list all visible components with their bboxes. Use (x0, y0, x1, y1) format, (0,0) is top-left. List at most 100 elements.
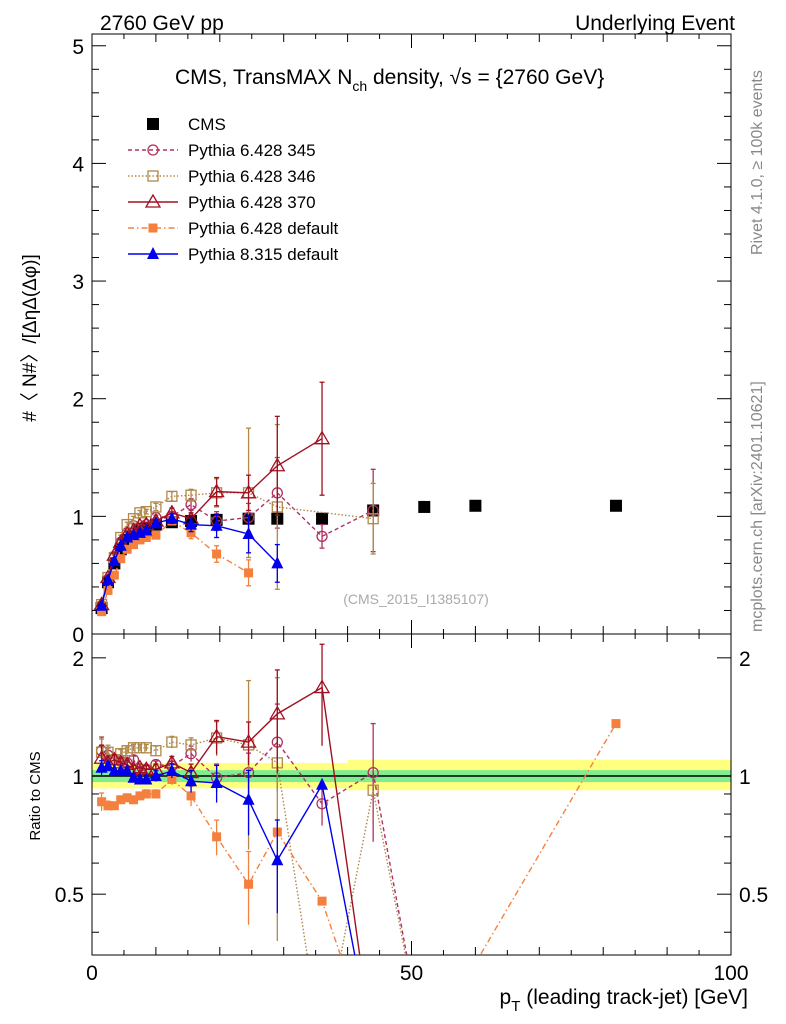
legend-item-pythia-6-428-346: Pythia 6.428 346 (128, 167, 316, 186)
data-point (418, 500, 431, 513)
rivet-label: Rivet 4.1.0, ≥ 100k events (749, 70, 766, 255)
x-axis-label: pT (leading track-jet) [GeV] (500, 986, 748, 1015)
ratio-point (135, 791, 145, 801)
mcplots-label: mcplots.cern.ch [arXiv:2401.10621] (749, 381, 766, 632)
ratio-point (149, 769, 162, 782)
ratio-point (244, 879, 254, 889)
legend-marker (147, 170, 159, 182)
ratio-y-tick-label-right: 1 (739, 766, 751, 789)
ratio-y-axis-label: Ratio to CMS (27, 751, 44, 840)
ratio-y-tick-label: 0.5 (55, 884, 84, 907)
ratio-y-tick-label: 1 (72, 766, 84, 789)
ratio-point (316, 798, 328, 810)
data-point (210, 518, 223, 531)
x-tick-label: 50 (400, 962, 423, 985)
legend-item-pythia-6-428-default: Pythia 6.428 default (128, 219, 339, 238)
legend-label: Pythia 6.428 345 (188, 141, 316, 160)
data-point (609, 499, 622, 512)
ratio-point (240, 733, 257, 748)
legend-label: Pythia 6.428 default (188, 219, 339, 238)
data-point (469, 499, 482, 512)
ratio-point (141, 789, 151, 799)
ratio-y-tick-label-right: 0.5 (739, 884, 768, 907)
data-point (140, 523, 153, 536)
data-point (114, 538, 127, 551)
data-point (166, 490, 178, 503)
legend: CMS Pythia 6.428 345 Pythia 6.428 346 Pythi… (128, 115, 339, 264)
ratio-point (208, 728, 225, 743)
data-point (103, 585, 113, 595)
series-line (100, 491, 374, 606)
watermark: (CMS_2015_I1385107) (343, 591, 489, 607)
legend-marker (147, 118, 159, 130)
header-right: Underlying Event (575, 12, 735, 35)
ratio-point (167, 774, 177, 784)
data-point (95, 598, 108, 611)
ratio-point (212, 832, 222, 842)
ratio-point (129, 795, 139, 805)
legend-item-cms: CMS (147, 115, 226, 134)
ratio-y-tick-label-right: 2 (739, 648, 751, 671)
data-point (316, 512, 329, 525)
x-tick-label: 0 (86, 962, 98, 985)
header-left: 2760 GeV pp (100, 12, 224, 35)
data-point (129, 540, 139, 550)
ratio-line (101, 686, 361, 955)
legend-label: Pythia 6.428 346 (188, 167, 316, 186)
ratio-point (271, 853, 284, 866)
ratio-point (242, 792, 255, 805)
ratio-uncertainty-band (92, 759, 731, 791)
data-point (116, 554, 126, 564)
series-pythia-6-428-default (97, 516, 254, 617)
ratio-series-pythia-6-428-370 (93, 643, 361, 955)
ratio-point (121, 763, 134, 776)
ratio-point (186, 791, 196, 801)
data-point (151, 530, 161, 540)
y-tick-label: 2 (72, 389, 84, 412)
legend-label: Pythia 8.315 default (188, 245, 339, 264)
legend-marker (147, 144, 159, 156)
legend-marker (144, 193, 162, 208)
ratio-y-tick-label: 2 (72, 648, 84, 671)
ratio-point (134, 742, 146, 754)
data-point (208, 483, 225, 498)
data-point (212, 549, 222, 559)
data-point (141, 533, 151, 543)
ratio-line (101, 765, 356, 955)
legend-label: CMS (188, 115, 226, 134)
data-point (316, 530, 328, 543)
legend-marker (148, 223, 158, 233)
data-point (313, 430, 331, 445)
ratio-point (109, 801, 119, 811)
ratio-point (151, 789, 161, 799)
data-point (185, 489, 197, 501)
series-layer (93, 381, 622, 955)
ratio-series-pythia-8-315-default (95, 759, 356, 955)
data-point (185, 517, 198, 530)
ratio-point (210, 775, 223, 788)
y-tick-label: 1 (72, 506, 84, 529)
data-point (186, 528, 196, 538)
data-point (244, 568, 254, 578)
ratio-point (185, 739, 197, 751)
ratio-line (101, 723, 617, 955)
legend-item-pythia-6-428-345: Pythia 6.428 345 (128, 141, 316, 160)
data-point (242, 527, 255, 539)
data-point (108, 554, 121, 567)
data-point (135, 535, 145, 545)
y-tick-label: 5 (72, 36, 84, 59)
y-tick-label: 0 (72, 624, 84, 647)
legend-item-pythia-6-428-370: Pythia 6.428 370 (128, 193, 316, 212)
ratio-point (101, 759, 114, 772)
y-tick-label: 4 (72, 153, 84, 176)
ratio-point (611, 719, 621, 729)
y-tick-label: 3 (72, 271, 84, 294)
data-point (165, 511, 178, 524)
ratio-point (103, 801, 113, 811)
data-point (101, 572, 114, 585)
ratio-point (150, 745, 162, 757)
chart-title: CMS, TransMAX Nch density, √s = {2760 Ge… (175, 66, 604, 94)
ratio-point (185, 774, 198, 787)
